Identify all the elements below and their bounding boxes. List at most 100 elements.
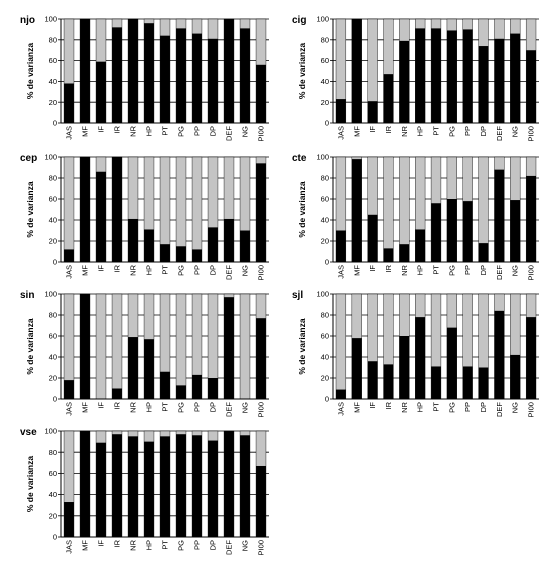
bar-PP [462,366,473,399]
bar-remainder-IF [96,157,106,172]
x-tick-label: DEF [495,265,504,280]
y-tick-label: 80 [321,311,329,320]
bar-remainder-DP [478,294,489,368]
y-tick-label: 40 [49,77,57,86]
bar-remainder-IR [112,431,122,435]
bar-remainder-NG [240,294,250,399]
y-axis-label: % de varianza [297,43,307,99]
bar-remainder-PG [446,157,457,199]
x-tick-label: NG [241,126,250,137]
x-tick-label: PT [161,402,170,412]
y-tick-label: 80 [49,174,57,183]
bar-remainder-NR [128,157,138,219]
bar-NG [240,435,250,537]
bar-PP [192,374,202,399]
bar-NR [128,337,138,399]
bar-PG [176,246,186,262]
y-tick-label: 20 [321,374,329,383]
bar-IF [367,101,378,123]
y-tick-label: 0 [53,533,57,542]
bar-IF [96,61,106,123]
bar-remainder-JAS [336,294,346,390]
bar-IR [112,434,122,537]
x-tick-label: NG [511,402,520,413]
bar-remainder-DEF [494,19,505,39]
bar-DP [478,46,489,123]
bar-remainder-IF [367,294,378,362]
bar-DEF [224,297,234,399]
bar-remainder-HP [144,294,154,340]
bar-HP [144,229,154,262]
bar-HP [415,229,426,262]
bar-JAS [64,502,74,537]
panel-title: cig [292,15,306,26]
x-tick-label: PT [432,265,441,275]
x-tick-label: NG [511,265,520,276]
y-tick-label: 100 [44,15,57,24]
x-tick-label: MF [81,540,90,551]
y-axis-label: % de varianza [25,318,35,374]
y-axis-label: % de varianza [25,456,35,512]
bar-remainder-JAS [64,431,74,503]
x-tick-label: PI00 [257,540,266,555]
panel-title: cep [20,153,37,164]
bar-NR [128,436,138,537]
bar-MF [80,431,90,537]
x-tick-label: PI00 [257,126,266,141]
x-tick-label: PP [193,540,202,550]
x-tick-label: JAS [65,540,74,554]
x-tick-label: MF [81,402,90,413]
bar-MF [80,294,90,399]
bar-DP [208,227,218,262]
bar-HP [415,317,426,399]
y-axis-label: % de varianza [25,181,35,237]
x-tick-label: PT [432,402,441,412]
bar-JAS [336,389,346,399]
bar-JAS [336,99,346,123]
chart-panel-cep: 0 20 40 60 80 100 JAS MF IF IR NR HP PT PG PP DP DEF NG PI… [20,153,269,280]
y-tick-label: 100 [316,290,329,299]
bar-PG [446,199,457,262]
x-tick-label: DEF [495,402,504,417]
bar-remainder-NR [128,431,138,437]
bar-PI00 [526,175,536,262]
bar-remainder-IF [367,157,378,215]
y-tick-label: 20 [49,374,57,383]
y-tick-label: 60 [49,469,57,478]
x-tick-label: NG [241,540,250,551]
x-tick-label: DEF [225,540,234,555]
x-tick-label: IR [113,264,122,272]
x-tick-label: JAS [65,126,74,140]
bar-remainder-DP [478,19,489,47]
bar-NR [399,40,410,124]
bar-PT [160,436,170,537]
y-tick-label: 20 [49,98,57,107]
bar-PI00 [256,465,266,537]
bar-NG [510,354,521,399]
bar-remainder-PP [192,157,202,250]
y-tick-label: 80 [321,174,329,183]
x-tick-label: MF [81,265,90,276]
y-tick-label: 100 [44,290,57,299]
bar-PI00 [526,317,536,399]
x-tick-label: NG [241,402,250,413]
x-tick-label: IF [97,402,106,409]
bar-remainder-PI00 [526,19,536,51]
x-tick-label: PI00 [527,265,536,280]
x-tick-label: NR [129,401,138,412]
bar-remainder-MF [351,157,362,160]
x-tick-label: IF [97,540,106,547]
bar-HP [144,339,154,399]
bar-IF [367,361,378,399]
x-tick-label: PI00 [257,265,266,280]
bar-JAS [64,380,74,399]
bar-PT [431,203,441,262]
bar-remainder-NR [399,157,410,245]
y-tick-label: 20 [49,237,57,246]
x-tick-label: DP [479,126,488,136]
x-tick-label: PG [177,126,186,137]
y-tick-label: 80 [49,35,57,44]
bar-remainder-IF [367,19,378,102]
y-tick-label: 80 [49,448,57,457]
bar-IR [383,248,394,262]
